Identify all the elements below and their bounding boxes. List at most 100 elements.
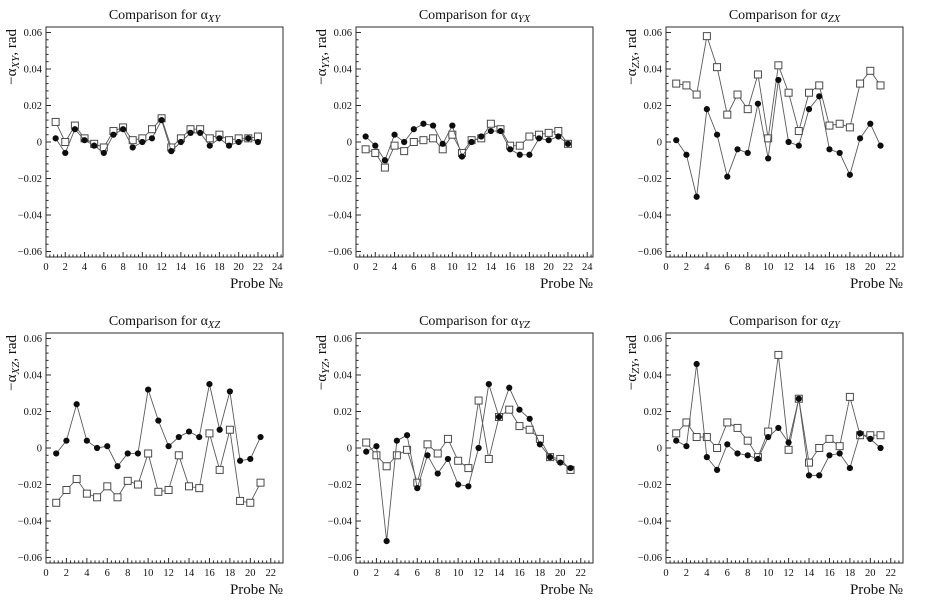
- marker-filled-circle: [495, 413, 503, 421]
- x-tick-label: 22: [253, 262, 264, 273]
- series-line-open-squares: [675, 354, 881, 464]
- y-tick-label: −0.02: [638, 174, 662, 185]
- x-tick-label: 14: [804, 568, 815, 579]
- marker-filled-circle: [805, 106, 813, 113]
- marker-filled-circle: [187, 129, 194, 136]
- series-line-filled-circles: [365, 123, 569, 162]
- series-line-filled-circles: [55, 118, 259, 154]
- y-tick-label: −0.02: [328, 480, 352, 491]
- x-tick-label: 4: [704, 262, 710, 273]
- marker-open-square: [429, 134, 438, 143]
- marker-filled-circle: [145, 386, 152, 393]
- marker-filled-circle: [381, 157, 389, 164]
- x-tick-label: 20: [865, 262, 876, 273]
- marker-open-square: [845, 123, 854, 132]
- marker-filled-circle: [254, 138, 262, 146]
- x-tick-label: 4: [704, 568, 710, 579]
- marker-open-square: [815, 81, 824, 90]
- x-tick-label: 18: [845, 262, 856, 273]
- marker-filled-circle: [216, 426, 223, 433]
- y-tick-label: 0: [657, 138, 662, 149]
- marker-filled-circle: [129, 144, 136, 151]
- marker-open-square: [702, 433, 711, 442]
- marker-open-square: [205, 134, 214, 143]
- marker-filled-circle: [177, 138, 184, 146]
- marker-filled-circle: [826, 452, 833, 459]
- marker-filled-circle: [713, 466, 721, 474]
- x-axis-label: Probe №: [850, 276, 903, 292]
- x-tick-label: 18: [524, 262, 535, 273]
- y-tick-label: 0: [37, 138, 42, 149]
- x-axis-label: Probe №: [230, 582, 283, 598]
- y-tick-label: 0.06: [334, 334, 352, 345]
- marker-filled-circle: [703, 454, 710, 461]
- x-axis-label: Probe №: [540, 582, 593, 598]
- y-tick-label: −0.04: [638, 211, 663, 222]
- marker-filled-circle: [62, 149, 69, 157]
- marker-filled-circle: [545, 137, 552, 144]
- x-tick-label: 0: [663, 568, 668, 579]
- marker-filled-circle: [81, 137, 88, 144]
- chart-svg-ZX: 0 2 4 6 8 10 12 14 16 18 20 22 0.06 0.04 0.02 0 −0.02 −0.…: [624, 8, 904, 292]
- x-tick-label: 16: [204, 568, 215, 579]
- x-tick-label: 18: [845, 568, 856, 579]
- chart-svg-XZ: 0 2 4 6 8 10 12 14 16 18 20 22 0.06 0.04 0.02 0 −0.02 −0.…: [4, 314, 284, 598]
- marker-open-square: [362, 438, 371, 447]
- marker-filled-circle: [420, 120, 427, 127]
- chart-title: Comparison for αZY: [729, 314, 841, 331]
- marker-open-square: [361, 145, 370, 154]
- marker-filled-circle: [754, 455, 762, 463]
- marker-open-square: [103, 482, 112, 491]
- marker-open-square: [225, 425, 234, 434]
- marker-filled-circle: [673, 137, 680, 144]
- x-tick-label: 16: [824, 262, 835, 273]
- y-tick-label: 0.06: [24, 334, 42, 345]
- y-tick-label: −0.02: [638, 480, 662, 491]
- y-tick-label: 0.02: [24, 101, 42, 112]
- marker-filled-circle: [245, 135, 252, 142]
- marker-filled-circle: [526, 415, 533, 422]
- x-tick-label: 6: [101, 262, 106, 273]
- marker-filled-circle: [104, 443, 111, 450]
- x-tick-label: 4: [82, 262, 88, 273]
- marker-open-square: [733, 423, 742, 432]
- marker-open-square: [205, 429, 214, 438]
- x-tick-label: 10: [143, 568, 154, 579]
- chart-svg-YX: 0 2 4 6 8 10 12 14 16 18 20 22 240.060.040.020−0.02−…: [314, 8, 594, 292]
- y-tick-label: 0.02: [644, 101, 662, 112]
- x-tick-label: 22: [563, 262, 574, 273]
- x-tick-label: 16: [195, 262, 206, 273]
- chart-alpha-ZX: 0 2 4 6 8 10 12 14 16 18 20 22 0.06 0.04 0.02 0 −0.02 −0.…: [620, 0, 928, 300]
- marker-filled-circle: [526, 151, 533, 158]
- marker-filled-circle: [158, 116, 165, 124]
- marker-filled-circle: [225, 142, 233, 149]
- marker-open-square: [672, 79, 681, 88]
- x-tick-label: 10: [453, 568, 464, 579]
- marker-open-square: [419, 136, 428, 145]
- x-tick-label: 14: [804, 262, 815, 273]
- x-tick-label: 20: [865, 568, 876, 579]
- y-tick-label: 0.04: [334, 64, 353, 75]
- marker-filled-circle: [693, 360, 700, 368]
- marker-open-square: [515, 141, 524, 150]
- marker-filled-circle: [393, 437, 400, 444]
- chart-svg-XY: 0 2 4 6 8 10 12 14 16 18 20 22 240.060.040.020−0.02−…: [4, 8, 284, 292]
- marker-filled-circle: [93, 444, 101, 452]
- marker-filled-circle: [683, 151, 690, 158]
- marker-filled-circle: [216, 135, 223, 142]
- x-tick-label: 16: [514, 568, 525, 579]
- y-tick-label: −0.04: [328, 517, 353, 528]
- y-tick-label: 0.06: [644, 334, 662, 345]
- marker-filled-circle: [52, 135, 59, 142]
- marker-filled-circle: [693, 193, 700, 200]
- chart-title: Comparison for αYX: [419, 8, 531, 25]
- marker-filled-circle: [414, 485, 421, 492]
- x-tick-label: 12: [783, 568, 794, 579]
- y-tick-label: −0.02: [18, 174, 42, 185]
- marker-open-square: [702, 32, 711, 41]
- marker-open-square: [805, 88, 814, 97]
- marker-open-square: [409, 138, 418, 146]
- x-tick-label: 22: [265, 568, 276, 579]
- marker-filled-circle: [877, 142, 884, 149]
- y-tick-label: −0.06: [18, 247, 42, 258]
